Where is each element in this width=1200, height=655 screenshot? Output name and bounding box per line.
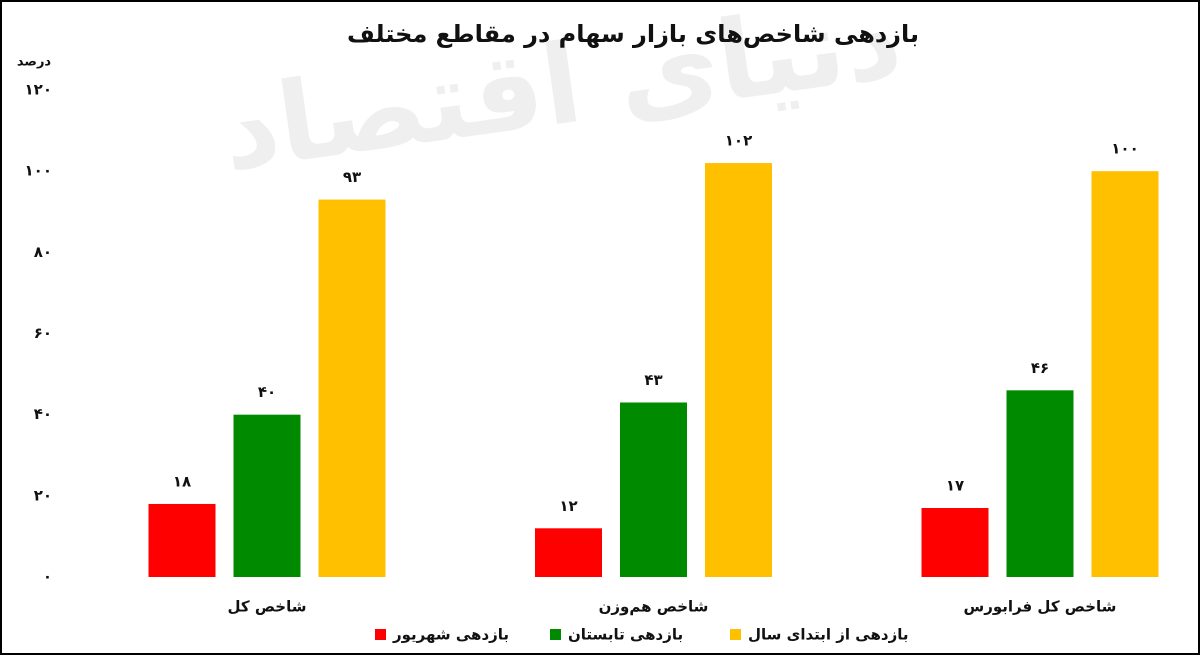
y-tick-label: ۸۰	[34, 243, 52, 261]
y-tick-label: ۴۰	[34, 405, 52, 423]
x-tick-label: شاخص هم‌وزن	[599, 598, 709, 616]
value-label: ۱۰۲	[725, 132, 752, 150]
bar	[620, 402, 687, 577]
value-label: ۱۸	[173, 472, 191, 490]
bar	[148, 503, 216, 577]
y-tick-label: ۱۰۰	[25, 162, 52, 180]
value-label: ۴۳	[644, 371, 662, 389]
value-label: ۱۷	[946, 477, 964, 495]
legend-marker	[375, 629, 386, 640]
value-label: ۴۶	[1031, 359, 1049, 377]
legend-marker	[730, 629, 741, 640]
y-tick-label: ۲۰	[34, 486, 52, 504]
bar	[318, 199, 386, 577]
bar	[1091, 171, 1159, 577]
value-label: ۴۰	[258, 383, 276, 401]
value-label: ۱۰۰	[1111, 140, 1138, 158]
legend-label: بازدهی تابستان	[568, 626, 683, 644]
legend-marker	[550, 629, 561, 640]
bar	[233, 414, 301, 577]
legend-label: بازدهی شهریور	[392, 626, 509, 644]
x-tick-label: شاخص کل فرابورس	[964, 598, 1117, 616]
bar	[1006, 390, 1074, 577]
y-tick-label: ۱۲۰	[25, 81, 52, 99]
bar	[921, 508, 989, 577]
bar	[535, 528, 602, 577]
bar	[705, 163, 772, 578]
y-tick-label: ۰	[43, 568, 52, 586]
chart-title: بازدهی شاخص‌های بازار سهام در مقاطع مختل…	[347, 20, 919, 48]
y-axis-label: درصد	[17, 55, 52, 70]
legend-label: بازدهی از ابتدای سال	[748, 626, 908, 644]
value-label: ۱۲	[559, 497, 577, 515]
value-label: ۹۳	[343, 168, 361, 186]
x-tick-label: شاخص کل	[228, 598, 307, 616]
y-tick-label: ۶۰	[34, 324, 52, 342]
